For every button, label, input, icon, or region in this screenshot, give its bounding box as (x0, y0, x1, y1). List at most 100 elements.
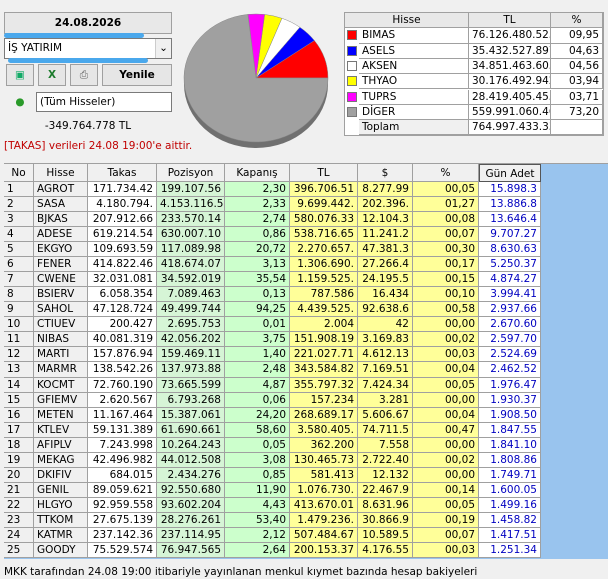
table-cell: 684.015 (88, 467, 157, 483)
legend-pct: 03,71 (551, 89, 603, 105)
table-cell: 159.469.11 (157, 347, 225, 363)
table-cell: 109.693.59 (88, 242, 157, 258)
legend-pct: 73,20 (551, 104, 603, 121)
filter-combo[interactable]: (Tüm Hisseler) (36, 92, 172, 112)
table-cell: 2.597.70 (479, 332, 541, 348)
table-cell: 92.959.558 (88, 497, 157, 513)
table-cell: GFIEMV (34, 392, 88, 408)
table-cell: MARMR (34, 362, 88, 378)
legend-name: THYAO (359, 74, 469, 90)
table-cell: 00,04 (413, 407, 479, 423)
table-cell: 2.462.52 (479, 362, 541, 378)
table-cell: 8.277.99 (358, 182, 413, 198)
table-cell: AGROT (34, 182, 88, 198)
table-cell: 11.167.464 (88, 407, 157, 423)
table-cell: 21 (4, 482, 34, 498)
table-cell: 1.458.82 (479, 512, 541, 528)
table-cell: 00,04 (413, 362, 479, 378)
table-cell: 00,14 (413, 482, 479, 498)
table-cell: 2.434.276 (157, 467, 225, 483)
excel-button[interactable]: X (38, 64, 66, 86)
table-cell: 00,58 (413, 302, 479, 318)
table-cell: 16.434 (358, 287, 413, 303)
table-cell: 11,90 (225, 482, 290, 498)
table-cell: KOCMT (34, 377, 88, 393)
table-cell: 11 (4, 332, 34, 348)
legend-name: BIMAS (359, 28, 469, 44)
broker-combo[interactable]: İŞ YATIRIM (4, 38, 172, 59)
table-cell: 200.153.37 (290, 542, 358, 558)
table-cell: 42.056.202 (157, 332, 225, 348)
table-cell: 9.707.27 (479, 227, 541, 243)
table-cell: 7.558 (358, 437, 413, 453)
table-cell: 581.413 (290, 467, 358, 483)
table-cell: 1.976.47 (479, 377, 541, 393)
table-cell: 30.866.9 (358, 512, 413, 528)
table-cell: 4,43 (225, 497, 290, 513)
table-cell: BJKAS (34, 212, 88, 228)
table-cell: KTLEV (34, 422, 88, 438)
table-cell: GOODY (34, 542, 88, 558)
table-cell: 9.699.442. (290, 197, 358, 213)
table-cell: 2.620.567 (88, 392, 157, 408)
table-cell: 76.947.565 (157, 542, 225, 558)
legend-swatch (347, 45, 357, 56)
highlight (8, 58, 148, 63)
legend-tl: 30.176.492.942 (469, 74, 551, 90)
legend-name: TUPRS (359, 89, 469, 105)
table-cell: 18 (4, 437, 34, 453)
table-cell: 7.169.51 (358, 362, 413, 378)
table-cell: 92.550.680 (157, 482, 225, 498)
table-cell: 40.081.319 (88, 332, 157, 348)
legend-pct: 03,94 (551, 74, 603, 90)
table-cell: 25 (4, 542, 34, 558)
print-button[interactable]: ⎙ (70, 64, 98, 86)
table-cell: 2,33 (225, 197, 290, 213)
table-cell: MEKAG (34, 452, 88, 468)
table-cell: ADESE (34, 227, 88, 243)
table-cell: 2,48 (225, 362, 290, 378)
table-cell: TTKOM (34, 512, 88, 528)
legend-pct: 09,95 (551, 28, 603, 44)
table-cell: 13.886.8 (479, 197, 541, 213)
table-cell: 00,00 (413, 317, 479, 333)
table-cell: SASA (34, 197, 88, 213)
table-cell: 7.089.463 (157, 287, 225, 303)
table-cell: AFIPLV (34, 437, 88, 453)
table-cell: 3.281 (358, 392, 413, 408)
legend-name: Toplam (359, 120, 469, 135)
table-cell: 1.499.16 (479, 497, 541, 513)
table-cell: 47.128.724 (88, 302, 157, 318)
table-cell: 11.241.2 (358, 227, 413, 243)
table-cell: 58,60 (225, 422, 290, 438)
table-cell: 396.706.51 (290, 182, 358, 198)
combo-arrow[interactable]: ⌄ (155, 39, 171, 58)
column-header: % (413, 164, 479, 182)
table-cell: 0,13 (225, 287, 290, 303)
table-cell: 157.234 (290, 392, 358, 408)
table-cell: 0,01 (225, 317, 290, 333)
table-cell: 27.675.139 (88, 512, 157, 528)
table-cell: 787.586 (290, 287, 358, 303)
refresh-button[interactable]: Yenile (102, 64, 172, 86)
table-cell: 538.716.65 (290, 227, 358, 243)
table-cell: 3 (4, 212, 34, 228)
icon-button[interactable]: ▣ (6, 64, 34, 86)
legend-swatch (347, 60, 357, 71)
table-cell: 35,54 (225, 272, 290, 288)
legend-table: Hisse TL% BIMAS 76.126.480.525 09,95 ASELS 35.… (344, 12, 604, 136)
legend-tl: 34.851.463.605 (469, 58, 551, 75)
table-cell: 00,00 (413, 467, 479, 483)
table-cell: 92.638.6 (358, 302, 413, 318)
table-cell: 00,19 (413, 512, 479, 528)
table-cell: 13.646.4 (479, 212, 541, 228)
table-cell: 12 (4, 347, 34, 363)
table-cell: 3.169.83 (358, 332, 413, 348)
table-cell: 24 (4, 527, 34, 543)
table-cell: 580.076.33 (290, 212, 358, 228)
table-cell: 53,40 (225, 512, 290, 528)
table-cell: 414.822.46 (88, 257, 157, 273)
legend-tl: 559.991.060.468 (469, 104, 551, 121)
table-cell: 93.602.204 (157, 497, 225, 513)
table-cell: 4,87 (225, 377, 290, 393)
